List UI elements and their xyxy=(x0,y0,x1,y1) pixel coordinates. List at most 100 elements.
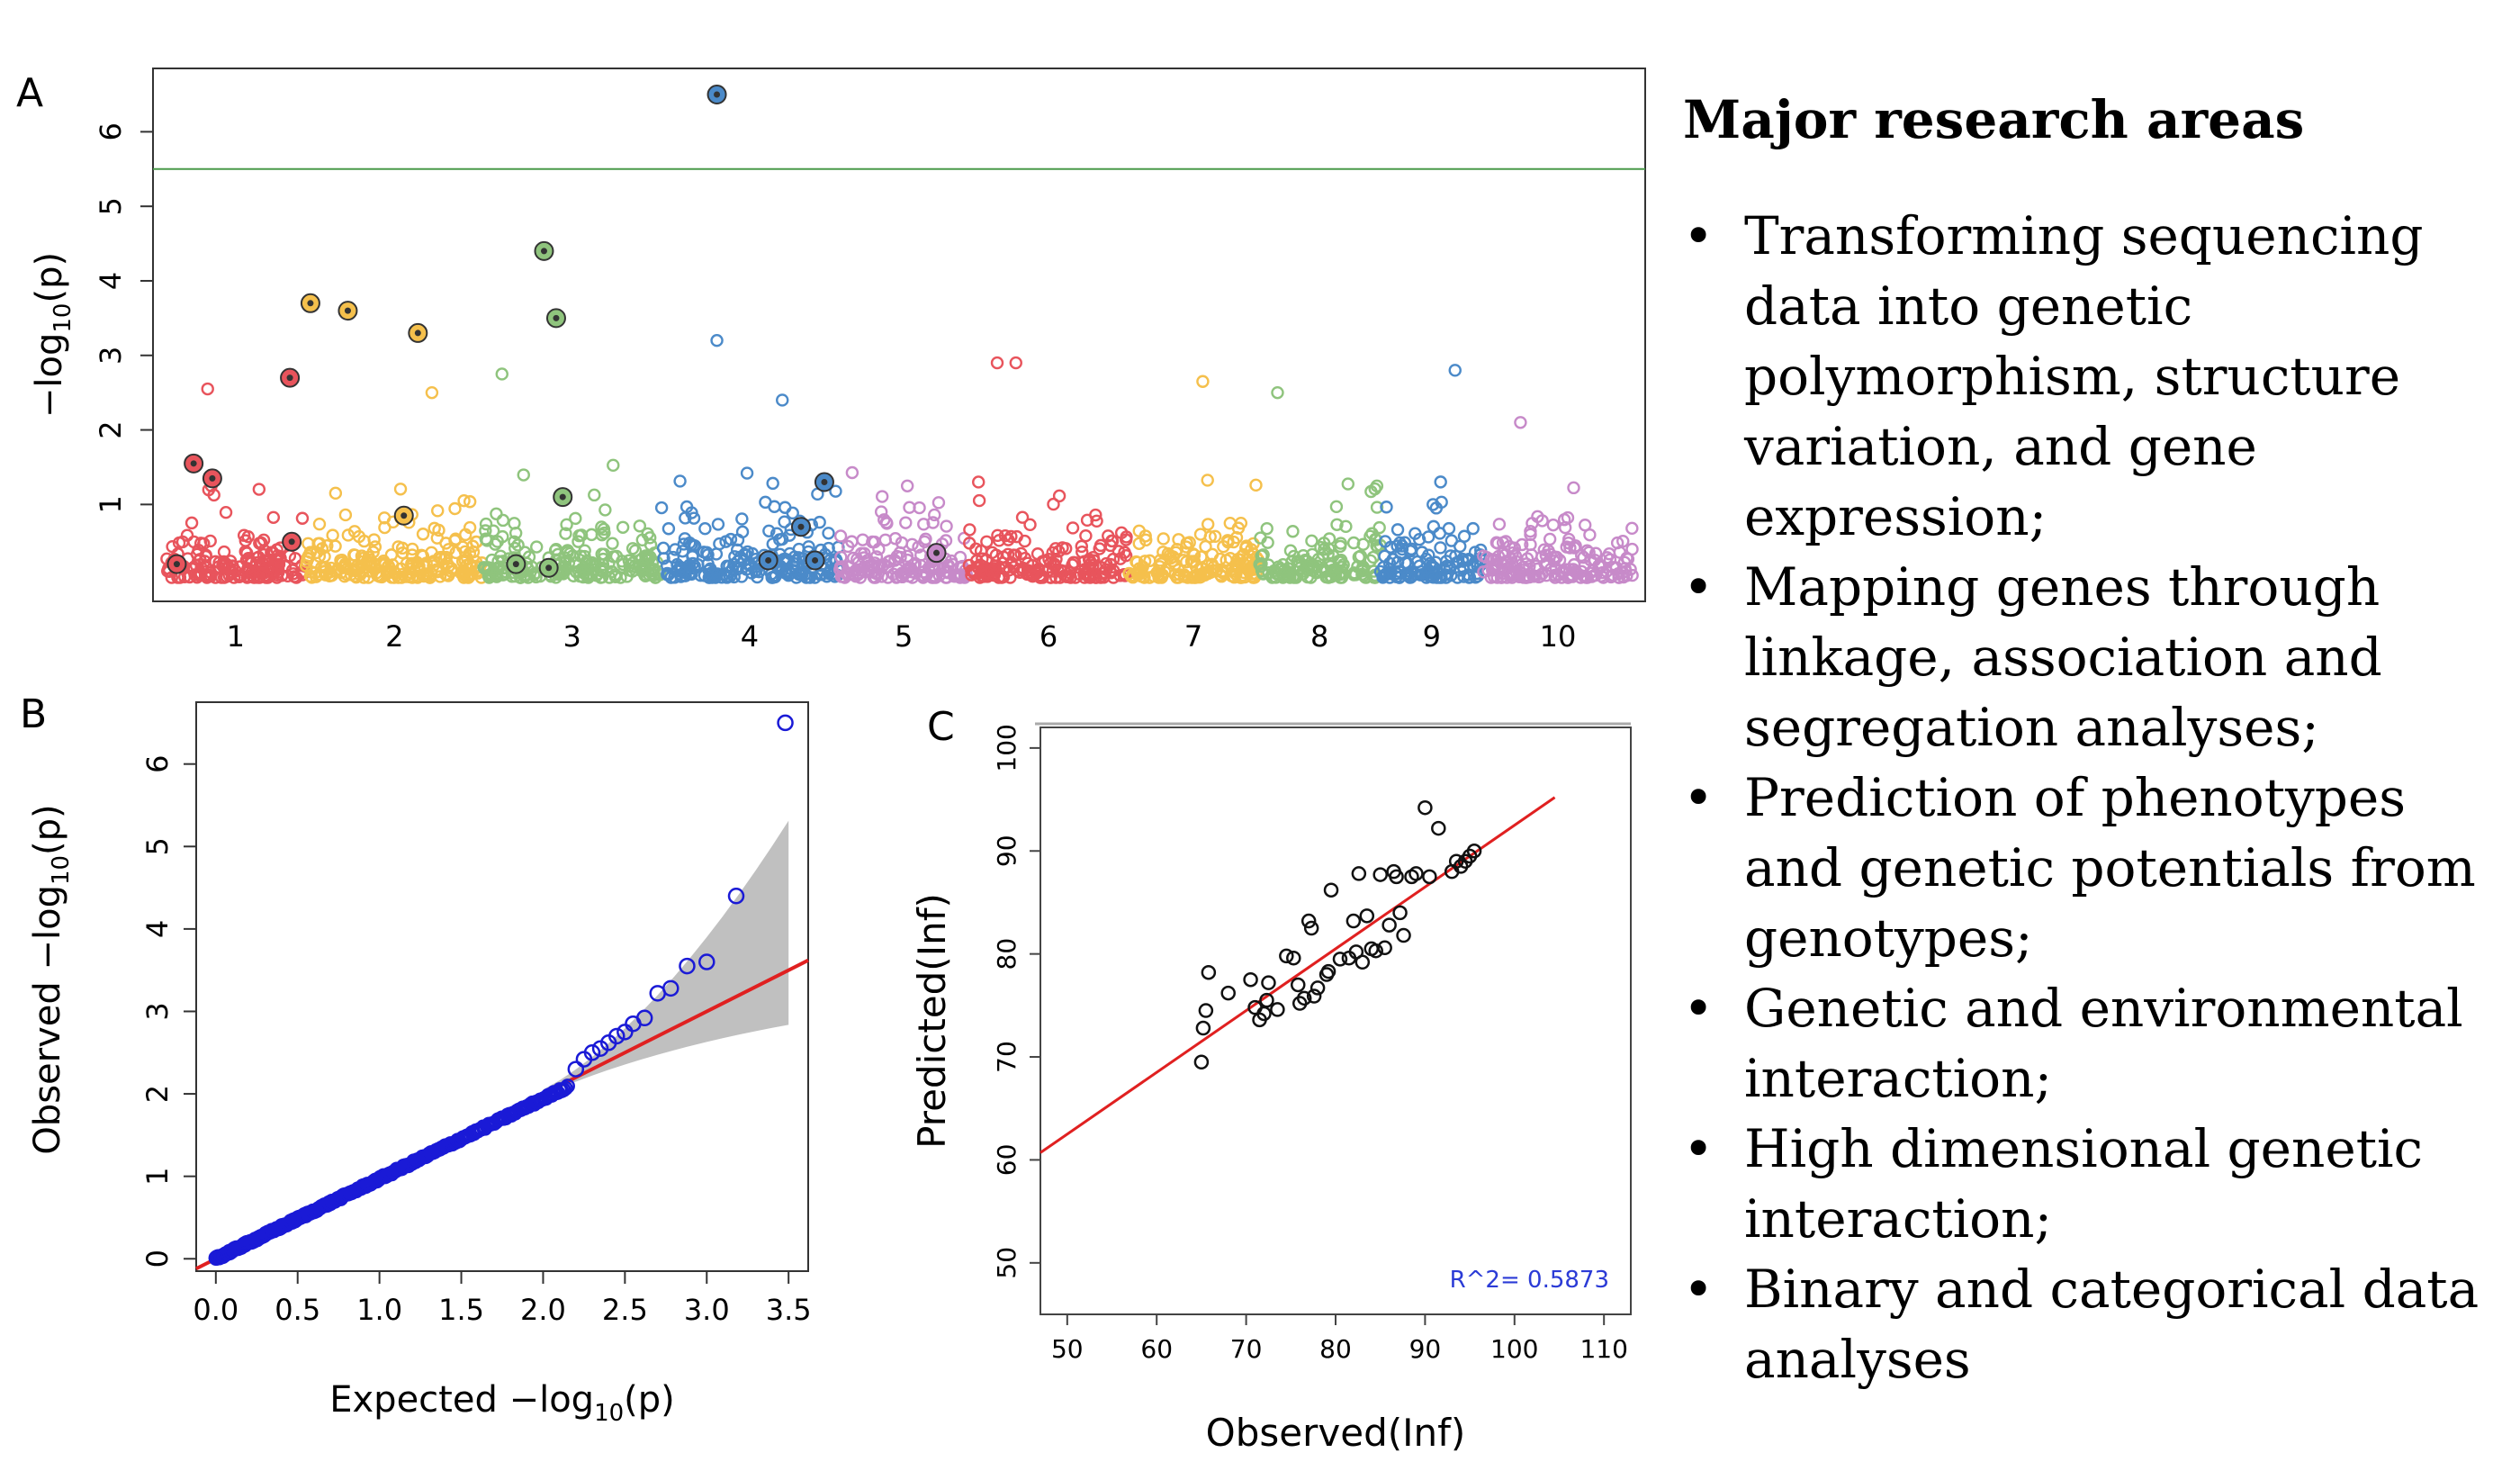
manhattan-point xyxy=(463,520,477,535)
manhattan-point xyxy=(789,554,803,568)
manhattan-point xyxy=(341,528,356,542)
manhattan-point xyxy=(770,527,784,540)
qq-outlier-point xyxy=(727,887,745,905)
panel-label-b: B xyxy=(20,691,47,737)
manhattan-y-tick-label: 2 xyxy=(94,420,128,438)
manhattan-point xyxy=(1330,518,1344,531)
manhattan-point xyxy=(257,566,271,580)
manhattan-highlight-center xyxy=(414,329,421,337)
manhattan-highlight-center xyxy=(812,556,819,564)
prediction-point xyxy=(1346,913,1362,929)
qq-outlier-point xyxy=(662,979,680,997)
manhattan-highlight-center xyxy=(344,307,351,314)
manhattan-point xyxy=(822,566,835,581)
manhattan-point xyxy=(559,527,572,540)
prediction-y-tick-label: 60 xyxy=(992,1144,1022,1177)
manhattan-point xyxy=(940,519,953,533)
manhattan-point xyxy=(1023,518,1037,532)
prediction-point xyxy=(1368,943,1383,959)
manhattan-point xyxy=(1462,571,1476,584)
manhattan-point xyxy=(965,568,978,582)
manhattan-point xyxy=(1249,478,1263,492)
manhattan-point xyxy=(922,561,936,574)
manhattan-highlight-center xyxy=(545,564,553,572)
manhattan-point xyxy=(842,568,856,582)
manhattan-point xyxy=(479,517,493,531)
manhattan-peak-point xyxy=(1196,375,1210,388)
manhattan-point xyxy=(822,527,835,540)
manhattan-point xyxy=(1208,529,1222,544)
manhattan-point xyxy=(616,520,630,534)
prediction-point xyxy=(1198,1003,1214,1018)
prediction-point xyxy=(1466,844,1482,859)
manhattan-point xyxy=(347,569,362,583)
manhattan-highlight-center xyxy=(288,538,295,546)
manhattan-point xyxy=(899,516,913,529)
prediction-fit-line xyxy=(1040,796,1556,1154)
manhattan-point xyxy=(1384,540,1398,554)
manhattan-chromosome-label: 5 xyxy=(895,619,913,654)
prediction-point xyxy=(1408,866,1424,881)
manhattan-point xyxy=(233,560,247,573)
manhattan-point xyxy=(328,539,342,553)
manhattan-point xyxy=(548,544,562,557)
manhattan-point xyxy=(1090,514,1103,528)
manhattan-point xyxy=(1625,521,1639,536)
prediction-point xyxy=(1270,1002,1285,1017)
manhattan-point xyxy=(919,532,932,546)
manhattan-point xyxy=(1561,571,1575,584)
manhattan-point xyxy=(1087,567,1102,581)
manhattan-point xyxy=(1434,475,1447,489)
qq-x-axis-label: Expected −log10(p) xyxy=(329,1379,675,1427)
manhattan-point xyxy=(590,569,604,582)
manhattan-point xyxy=(597,552,610,566)
manhattan-point xyxy=(252,483,266,496)
manhattan-point xyxy=(1466,521,1480,536)
manhattan-point xyxy=(636,561,651,574)
manhattan-highlight-center xyxy=(553,314,560,321)
manhattan-point xyxy=(278,560,292,573)
qq-x-tick-label: 1.5 xyxy=(438,1293,484,1327)
manhattan-point xyxy=(1106,552,1120,566)
manhattan-point xyxy=(1046,546,1059,560)
prediction-point xyxy=(1382,917,1397,933)
prediction-point xyxy=(1256,1006,1272,1022)
manhattan-point xyxy=(416,528,430,541)
manhattan-point xyxy=(1602,547,1616,561)
manhattan-point xyxy=(1049,553,1063,566)
manhattan-y-tick-label: 4 xyxy=(94,272,128,290)
manhattan-point xyxy=(1530,562,1544,576)
manhattan-point xyxy=(1329,500,1344,514)
manhattan-point xyxy=(1203,530,1217,544)
qq-y-tick-label: 3 xyxy=(140,1002,175,1020)
manhattan-point xyxy=(616,555,629,568)
manhattan-point xyxy=(1339,519,1353,534)
manhattan-point xyxy=(455,555,470,568)
manhattan-point xyxy=(1580,571,1595,584)
qq-y-tick-label: 0 xyxy=(140,1250,175,1268)
manhattan-point xyxy=(1372,520,1386,535)
qq-point xyxy=(560,1078,575,1094)
prediction-point xyxy=(1359,908,1375,924)
manhattan-point xyxy=(903,501,916,514)
manhattan-point xyxy=(778,501,792,514)
manhattan-point xyxy=(710,567,724,581)
prediction-x-tick-label: 70 xyxy=(1230,1334,1263,1364)
manhattan-point xyxy=(914,548,928,562)
manhattan-chromosome-label: 4 xyxy=(741,619,759,654)
manhattan-point xyxy=(1231,521,1246,535)
prediction-point xyxy=(1195,1020,1211,1036)
manhattan-point xyxy=(868,556,882,570)
manhattan-point xyxy=(657,552,670,565)
manhattan-point xyxy=(581,571,595,584)
prediction-point xyxy=(1296,990,1312,1006)
manhattan-point xyxy=(1592,559,1606,573)
manhattan-point xyxy=(1578,519,1592,532)
manhattan-point xyxy=(240,571,254,584)
manhattan-point xyxy=(1364,484,1378,499)
manhattan-peak-point xyxy=(1514,416,1527,429)
manhattan-point xyxy=(879,516,894,529)
manhattan-point xyxy=(588,488,601,502)
qq-outlier-point xyxy=(679,957,696,975)
prediction-point xyxy=(1323,882,1339,898)
